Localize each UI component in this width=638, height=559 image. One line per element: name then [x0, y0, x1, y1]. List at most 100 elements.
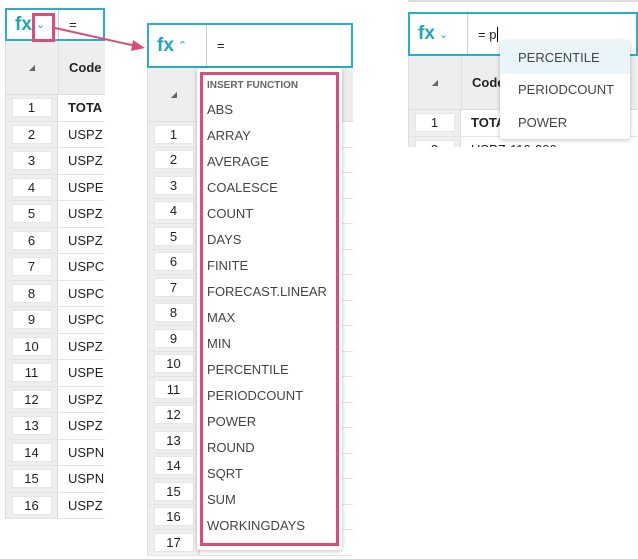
- code-cell[interactable]: USPZ: [68, 418, 103, 434]
- table-row[interactable]: 3 USPZ: [6, 148, 105, 175]
- sort-corner-icon[interactable]: ◢: [6, 41, 59, 94]
- row-number-cell: 15: [6, 466, 58, 492]
- row-number: 11: [11, 363, 52, 383]
- fx-button[interactable]: fx ⌄: [410, 14, 468, 54]
- row-number: 16: [153, 507, 194, 527]
- sort-corner-icon[interactable]: ◢: [148, 68, 201, 121]
- code-cell[interactable]: USPC: [68, 259, 105, 275]
- suggestion-periodcount[interactable]: PERIODCOUNT: [518, 82, 615, 98]
- table-row[interactable]: 15: [148, 479, 353, 505]
- menu-item-count[interactable]: COUNT: [207, 205, 254, 221]
- table-row[interactable]: 15 USPN: [6, 466, 105, 493]
- formula-input[interactable]: = p: [468, 26, 499, 42]
- row-number-cell: 10: [148, 351, 200, 376]
- table-row[interactable]: 8: [148, 300, 353, 326]
- row-number-cell: 16: [6, 492, 58, 518]
- row-number: 1: [414, 113, 455, 133]
- table-row[interactable]: 12 USPZ: [6, 386, 105, 413]
- code-cell[interactable]: USPZ: [68, 232, 103, 248]
- menu-item-round[interactable]: ROUND: [207, 439, 255, 455]
- table-row[interactable]: 6 USPZ: [6, 227, 105, 254]
- row-number-cell: 2: [148, 147, 200, 172]
- table-row[interactable]: 11 USPE: [6, 360, 105, 387]
- row-number: 14: [11, 442, 52, 462]
- row-number-cell: 15: [148, 479, 200, 504]
- table-row[interactable]: 8 USPC: [6, 280, 105, 307]
- suggestion-percentile[interactable]: PERCENTILE: [500, 41, 630, 74]
- code-cell[interactable]: USPZ: [68, 153, 103, 169]
- code-cell[interactable]: USPN: [68, 444, 105, 460]
- table-row[interactable]: 14: [148, 453, 353, 479]
- fx-button[interactable]: fx ⌃: [149, 25, 207, 66]
- row-number-cell: 5: [6, 201, 58, 227]
- annotation-arrow: [54, 27, 145, 51]
- row-number: 16: [11, 495, 52, 515]
- row-number-cell: 8: [6, 280, 58, 306]
- menu-item-average[interactable]: AVERAGE: [207, 153, 269, 169]
- menu-item-max[interactable]: MAX: [207, 309, 236, 325]
- table-row[interactable]: 5 USPZ: [6, 201, 105, 228]
- row-number: 4: [11, 177, 52, 197]
- table-row[interactable]: 14 USPN: [6, 439, 105, 466]
- menu-item-min[interactable]: MIN: [207, 335, 231, 351]
- sort-corner-icon[interactable]: ◢: [409, 56, 462, 109]
- row-number-cell: 7: [6, 254, 58, 280]
- table-row[interactable]: 1 TOTAL: [409, 110, 638, 137]
- menu-item-sqrt[interactable]: SQRT: [207, 465, 243, 481]
- row-number-cell: 4: [148, 198, 200, 223]
- menu-item-coalesce[interactable]: COALESCE: [207, 179, 278, 195]
- code-cell[interactable]: USPZ: [68, 391, 103, 407]
- table-row[interactable]: 13 USPZ: [6, 413, 105, 440]
- code-cell[interactable]: USPZ: [68, 126, 103, 142]
- row-number: 1: [153, 124, 194, 144]
- row-number-cell: 5: [148, 224, 200, 249]
- code-cell[interactable]: USPZ-110-000: [461, 137, 638, 147]
- code-cell[interactable]: USPN: [68, 471, 105, 487]
- column-header-code[interactable]: Code: [69, 60, 102, 75]
- menu-item-days[interactable]: DAYS: [207, 231, 242, 247]
- table-row[interactable]: 4: [148, 198, 353, 224]
- table-row[interactable]: 2 USPZ-110-000: [409, 136, 638, 147]
- table-row[interactable]: 2 USPZ: [6, 121, 105, 148]
- code-cell[interactable]: USPC: [68, 312, 105, 328]
- menu-item-workingdays[interactable]: WORKINGDAYS: [207, 517, 305, 533]
- menu-item-array[interactable]: ARRAY: [207, 127, 251, 143]
- formula-input[interactable]: =: [69, 17, 77, 32]
- menu-item-sum[interactable]: SUM: [207, 491, 236, 507]
- column-header-code[interactable]: Code: [472, 75, 505, 90]
- code-cell[interactable]: USPZ: [68, 497, 103, 513]
- row-number-cell: 2: [409, 136, 461, 147]
- code-cell[interactable]: USPZ: [68, 338, 103, 354]
- row-number: 3: [11, 151, 52, 171]
- table-row[interactable]: 9 USPC: [6, 307, 105, 334]
- row-number: 8: [11, 283, 52, 303]
- grid-header: ◢ Code: [6, 41, 105, 95]
- code-cell[interactable]: USPE: [68, 365, 104, 381]
- menu-item-finite[interactable]: FINITE: [207, 257, 249, 273]
- table-row[interactable]: 1 TOTA: [6, 95, 105, 122]
- row-number-cell: 4: [6, 174, 58, 200]
- menu-item-periodcount[interactable]: PERIODCOUNT: [207, 387, 304, 403]
- code-cell[interactable]: USPZ: [68, 206, 103, 222]
- row-number: 7: [153, 277, 194, 297]
- table-row[interactable]: 7 USPC: [6, 254, 105, 281]
- menu-item-forecast-linear[interactable]: FORECAST.LINEAR: [207, 283, 327, 299]
- row-number: 7: [11, 257, 52, 277]
- code-cell[interactable]: TOTA: [68, 100, 103, 116]
- formula-input[interactable]: =: [217, 38, 225, 53]
- table-row[interactable]: 10 USPZ: [6, 333, 105, 360]
- code-cell[interactable]: USPE: [68, 179, 104, 195]
- fx-button[interactable]: fx ⌄: [7, 10, 59, 39]
- panel-function-menu: fx ⌃ = ◢ 1234567891011121314151617USPB-8…: [147, 23, 353, 557]
- table-row[interactable]: 9: [148, 326, 353, 352]
- menu-item-power[interactable]: POWER: [207, 413, 257, 429]
- table-row[interactable]: 16 USPZ: [6, 492, 105, 519]
- suggestion-power[interactable]: POWER: [518, 114, 568, 130]
- menu-item-percentile[interactable]: PERCENTILE: [207, 361, 289, 377]
- table-row[interactable]: 4 USPE: [6, 174, 105, 201]
- menu-item-abs[interactable]: ABS: [207, 101, 234, 117]
- row-number-cell: 12: [6, 386, 58, 412]
- row-number: 6: [153, 252, 194, 272]
- code-cell[interactable]: USPC: [68, 285, 105, 301]
